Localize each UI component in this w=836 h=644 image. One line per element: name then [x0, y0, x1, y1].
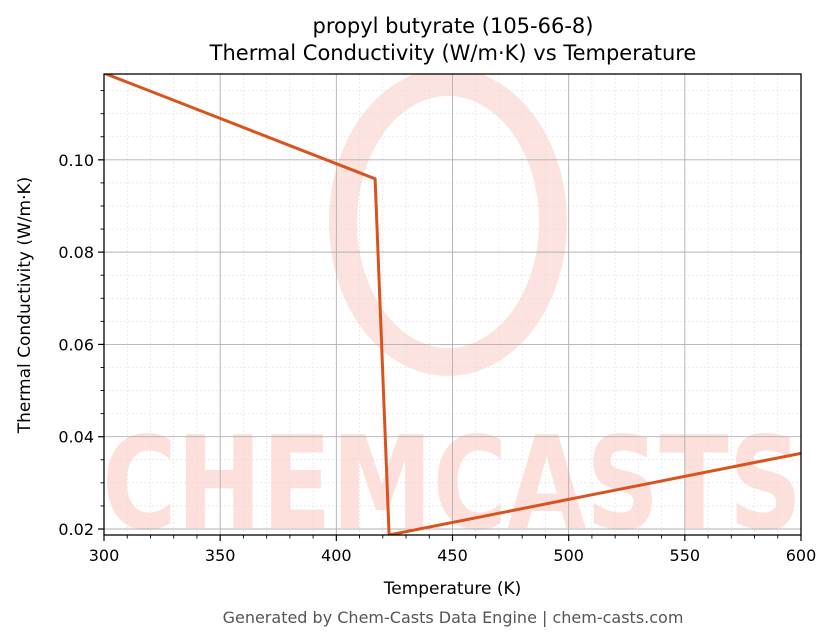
- y-tick-label: 0.02: [58, 520, 94, 539]
- y-tick-label: 0.04: [58, 428, 94, 447]
- x-tick-label: 600: [786, 546, 817, 565]
- x-tick-label: 500: [553, 546, 584, 565]
- footer-credit: Generated by Chem-Casts Data Engine | ch…: [222, 608, 684, 627]
- x-tick-label: 400: [321, 546, 352, 565]
- x-axis-label: Temperature (K): [383, 579, 522, 599]
- chart-title-line2: Thermal Conductivity (W/m·K) vs Temperat…: [209, 41, 697, 65]
- chart-title-line1: propyl butyrate (105-66-8): [312, 14, 594, 38]
- y-tick-label: 0.08: [58, 243, 94, 262]
- series-line: [104, 74, 801, 535]
- x-tick-label: 350: [205, 546, 236, 565]
- x-tick-label: 450: [437, 546, 468, 565]
- y-axis-label: Thermal Conductivity (W/m·K): [15, 177, 35, 435]
- x-axis: 300 350 400 450 500 550 600: [89, 535, 817, 565]
- y-tick-label: 0.10: [58, 151, 94, 170]
- y-axis: 0.02 0.04 0.06 0.08 0.10: [58, 90, 104, 539]
- watermark: CHEMCASTS: [104, 74, 801, 535]
- x-tick-label: 300: [89, 546, 120, 565]
- x-tick-label: 550: [670, 546, 701, 565]
- data-series: [104, 74, 801, 535]
- y-tick-label: 0.06: [58, 335, 94, 354]
